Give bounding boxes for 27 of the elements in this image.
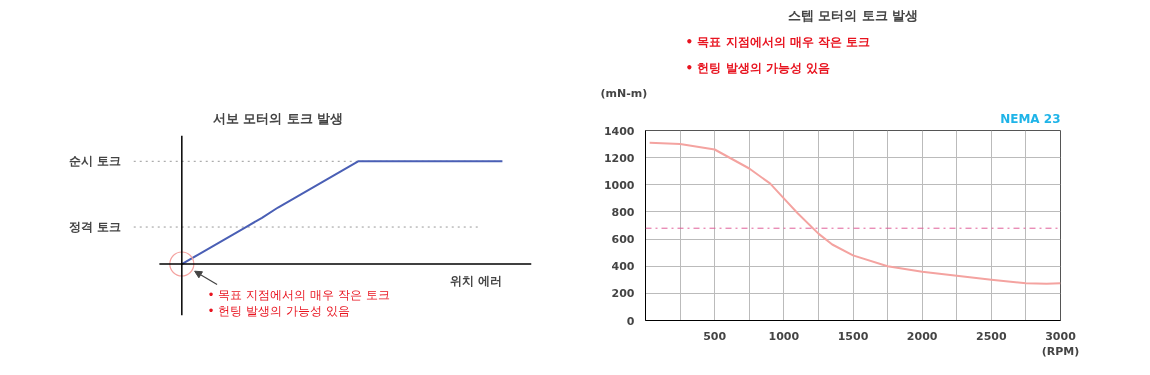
x-axis-title: (RPM) [1041, 344, 1080, 358]
chart-title: 서보 모터의 토크 발생 [212, 110, 344, 126]
ref-line-label: 정격 토크 [68, 220, 121, 235]
x-tick-label: 1000 [768, 329, 800, 343]
text: • 목표 지점에서의 매우 작은 토크 [207, 287, 390, 302]
chart-title: 스텝 모터의 토크 발생 [787, 7, 919, 23]
y-tick-label: 0 [626, 314, 635, 328]
y-axis-title: (mN-m) [600, 86, 648, 100]
y-tick-label: 600 [611, 233, 635, 247]
line-series [648, 141, 1061, 285]
ref-line-label: 순시 토크 [68, 154, 121, 169]
text: NEMA 23 [1000, 111, 1061, 126]
text: • 헌팅 발생의 가능성 있음 [685, 60, 830, 75]
x-tick-label: 500 [703, 329, 727, 343]
y-tick-label: 1000 [603, 178, 635, 192]
y-tick-label: 200 [611, 287, 635, 301]
y-tick-label: 400 [611, 260, 635, 274]
y-tick-label: 1200 [603, 151, 635, 165]
x-axis-title: 위치 에러 [450, 274, 503, 289]
text: • 헌팅 발생의 가능성 있음 [207, 304, 350, 319]
x-tick-label: 2500 [976, 329, 1007, 343]
x-tick-label: 3000 [1045, 329, 1077, 343]
y-tick-label: 1400 [603, 124, 635, 138]
x-tick-label: 1500 [837, 329, 869, 343]
text: • 목표 지점에서의 매우 작은 토크 [685, 34, 871, 49]
x-tick-label: 2000 [906, 329, 938, 343]
y-tick-label: 800 [611, 205, 635, 219]
